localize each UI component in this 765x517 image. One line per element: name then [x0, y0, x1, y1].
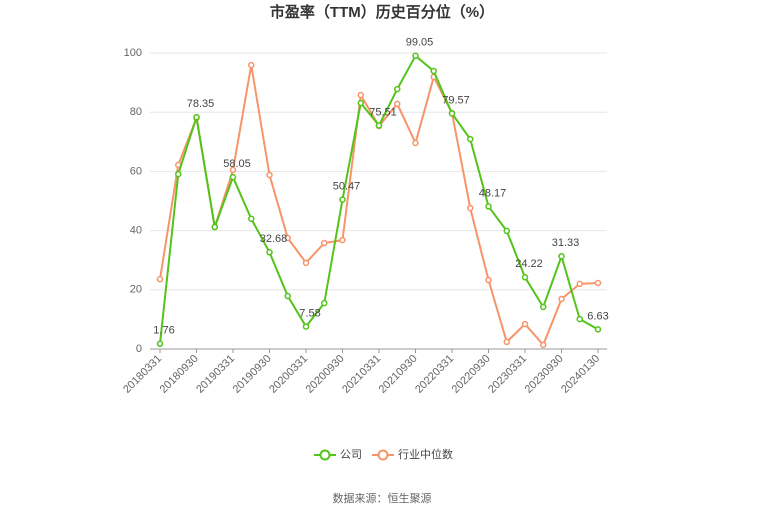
point	[558, 253, 565, 260]
point	[229, 166, 237, 174]
series-line	[159, 54, 599, 344]
point	[467, 204, 474, 212]
source-note: 数据来源：恒生聚源	[333, 491, 432, 505]
data-label: 99.05	[406, 37, 434, 49]
data-label: 1.76	[153, 325, 174, 337]
point	[211, 223, 218, 231]
point	[576, 315, 583, 323]
y-tick-label: 100	[124, 47, 142, 59]
point	[302, 259, 310, 267]
data-label: 31.33	[552, 237, 580, 249]
x-tick-label: 20190331	[194, 353, 237, 396]
data-label: 24.22	[515, 258, 543, 270]
point	[540, 341, 547, 349]
y-tick-label: 60	[130, 165, 142, 177]
data-label: 78.35	[187, 98, 215, 110]
data-label: 32.68	[260, 233, 288, 245]
point	[412, 139, 419, 147]
point	[394, 100, 401, 108]
point	[339, 236, 346, 244]
data-label: 50.47	[333, 181, 361, 193]
legend-label: 公司	[340, 449, 362, 461]
point	[576, 280, 583, 288]
point	[467, 135, 474, 143]
point	[284, 292, 291, 300]
y-tick-label: 80	[130, 106, 142, 118]
point	[339, 196, 346, 203]
legend-label: 行业中位数	[398, 447, 453, 461]
x-tick-label: 20180331	[121, 353, 164, 396]
point	[302, 323, 310, 330]
x-tick-label: 20210331	[340, 353, 383, 396]
point	[284, 234, 291, 242]
x-tick-label: 20230331	[486, 353, 529, 396]
point	[248, 61, 255, 69]
point	[193, 113, 200, 121]
point	[175, 170, 182, 178]
x-tick-label: 20240130	[559, 353, 602, 396]
point	[248, 215, 255, 223]
x-tick-label: 20210930	[377, 353, 420, 396]
x-tick-label: 20220331	[413, 353, 456, 396]
point	[448, 110, 456, 117]
point	[357, 91, 364, 99]
data-label: 6.63	[587, 310, 608, 322]
chart-title: 市盈率（TTM）历史百分位（%）	[270, 3, 494, 21]
point	[229, 173, 237, 181]
point	[412, 52, 419, 60]
x-tick-label: 20200930	[304, 353, 347, 396]
legend-swatch-marker	[319, 449, 331, 461]
x-tick-label: 20180930	[158, 353, 201, 396]
data-label: 58.05	[223, 158, 251, 170]
point	[321, 239, 328, 247]
x-tick-label: 20230930	[523, 353, 566, 396]
data-label: 79.57	[442, 94, 470, 106]
data-label: 7.58	[299, 307, 320, 319]
point	[485, 276, 492, 284]
point	[430, 67, 437, 75]
y-tick-label: 40	[130, 225, 142, 237]
point	[521, 320, 529, 328]
point	[540, 303, 547, 311]
point	[266, 249, 273, 256]
legend-swatch-marker	[377, 449, 389, 461]
data-label: 75.51	[369, 106, 397, 118]
point	[594, 279, 602, 287]
data-label: 48.17	[479, 187, 507, 199]
point	[503, 227, 510, 235]
point	[156, 275, 164, 283]
point	[357, 99, 364, 107]
point	[375, 122, 383, 129]
y-tick-label: 0	[136, 343, 142, 355]
point	[594, 326, 602, 333]
x-tick-label: 20200331	[267, 353, 310, 396]
point	[394, 85, 401, 93]
point	[156, 340, 164, 348]
x-tick-label: 20220930	[450, 353, 493, 396]
point	[521, 274, 529, 281]
point	[503, 338, 510, 346]
y-tick-label: 20	[130, 284, 142, 296]
point	[266, 171, 273, 179]
point	[558, 295, 565, 303]
x-tick-label: 20190930	[231, 353, 274, 396]
point	[485, 203, 492, 210]
point	[321, 299, 328, 307]
